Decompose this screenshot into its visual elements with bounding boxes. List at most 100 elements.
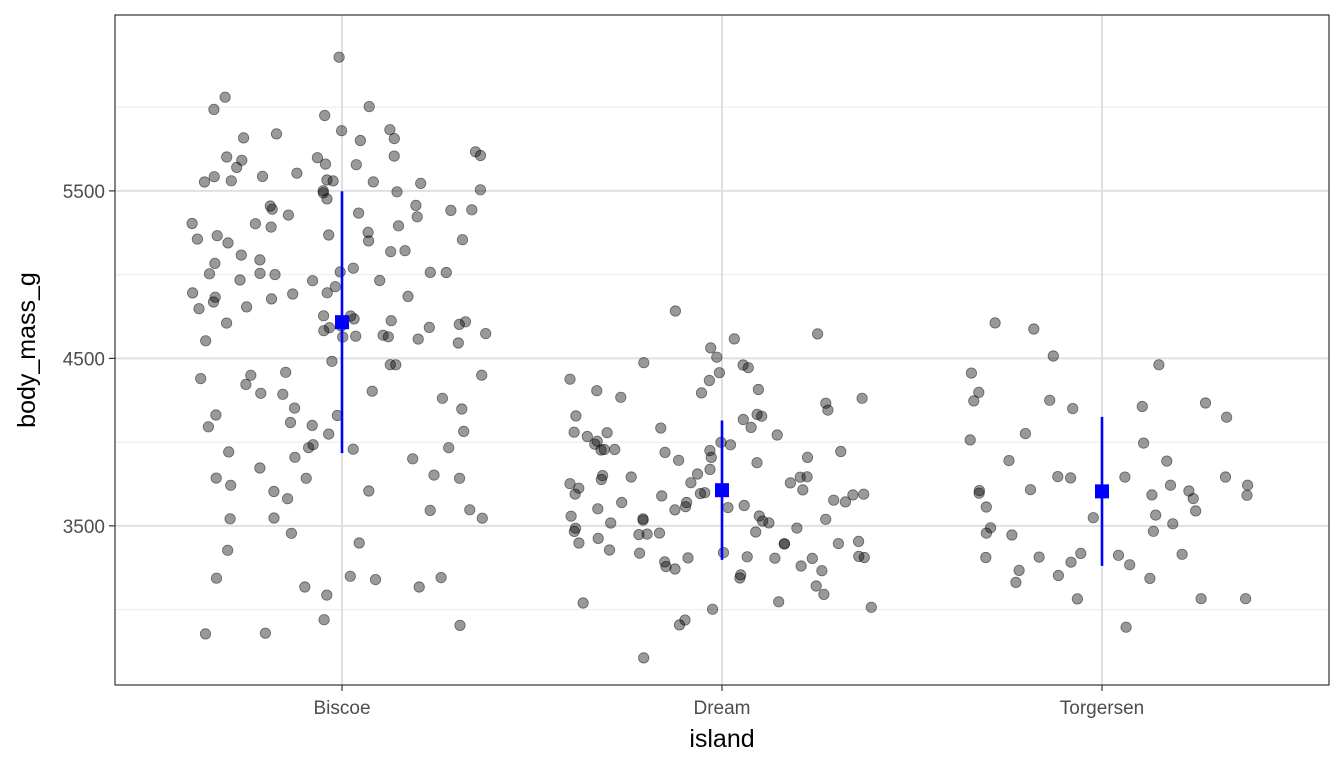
- data-point: [321, 193, 333, 205]
- data-point: [752, 383, 765, 396]
- data-point: [595, 473, 608, 486]
- data-point: [198, 176, 211, 188]
- data-point: [858, 488, 870, 500]
- data-point: [989, 317, 1001, 329]
- data-point: [751, 457, 763, 469]
- data-point: [391, 186, 403, 198]
- data-point: [410, 199, 422, 211]
- data-point: [1221, 411, 1233, 423]
- x-axis-title: island: [689, 725, 754, 753]
- data-point: [832, 537, 845, 550]
- data-point: [407, 453, 419, 465]
- data-point: [1047, 350, 1059, 362]
- data-point: [299, 581, 311, 593]
- data-point: [1028, 323, 1040, 335]
- data-point: [637, 513, 649, 525]
- y-tick-label: 5500: [63, 182, 105, 203]
- data-point: [1150, 509, 1162, 521]
- data-point: [255, 387, 267, 399]
- data-point: [568, 525, 580, 538]
- data-point: [363, 101, 375, 113]
- data-point: [1146, 489, 1158, 501]
- data-point: [771, 429, 783, 441]
- data-point: [797, 484, 809, 496]
- data-point: [474, 149, 487, 162]
- data-point: [245, 369, 257, 381]
- data-point: [735, 569, 747, 581]
- data-point: [711, 351, 723, 363]
- data-point: [254, 267, 266, 279]
- x-tick-label: Torgersen: [1060, 698, 1145, 719]
- data-point: [223, 446, 235, 458]
- data-point: [1136, 400, 1148, 413]
- data-point: [259, 627, 271, 639]
- data-point: [591, 385, 603, 397]
- data-point: [284, 416, 297, 429]
- data-point: [209, 291, 221, 303]
- jittered-points: [186, 51, 1254, 664]
- data-point: [241, 301, 253, 313]
- data-point: [806, 552, 818, 565]
- data-point: [350, 330, 362, 342]
- data-point: [660, 560, 672, 573]
- data-point: [1190, 505, 1202, 517]
- data-point: [1071, 593, 1084, 605]
- data-point: [609, 443, 621, 456]
- data-point: [564, 373, 576, 385]
- data-point: [605, 517, 617, 529]
- data-point: [306, 275, 319, 287]
- data-point: [480, 327, 492, 340]
- data-point: [385, 315, 397, 327]
- data-point: [565, 510, 577, 522]
- data-point: [300, 472, 312, 484]
- data-point: [323, 322, 335, 334]
- data-point: [577, 597, 589, 609]
- data-point: [847, 489, 859, 501]
- data-point: [756, 515, 769, 527]
- data-point: [722, 501, 734, 514]
- data-point: [221, 151, 233, 163]
- data-point: [200, 335, 212, 347]
- data-point: [453, 472, 466, 484]
- data-point: [728, 333, 740, 345]
- data-point: [334, 266, 346, 278]
- data-point: [1240, 593, 1252, 605]
- data-point: [1067, 402, 1079, 415]
- data-point: [1219, 471, 1232, 483]
- data-point: [415, 177, 427, 189]
- data-point: [321, 589, 333, 601]
- data-point: [249, 218, 261, 230]
- data-point: [440, 266, 452, 279]
- data-point: [363, 485, 375, 497]
- data-point: [302, 442, 315, 454]
- data-point: [773, 596, 785, 608]
- data-point: [306, 419, 318, 431]
- data-point: [321, 174, 333, 186]
- data-point: [238, 132, 250, 144]
- data-point: [828, 494, 840, 506]
- data-point: [199, 628, 212, 640]
- data-point: [476, 369, 488, 381]
- data-point: [706, 603, 719, 615]
- data-point: [456, 234, 469, 246]
- data-point: [573, 482, 585, 494]
- data-point: [820, 513, 832, 525]
- data-point: [791, 522, 803, 534]
- data-point: [399, 245, 411, 257]
- data-point: [1006, 529, 1018, 541]
- data-point: [367, 176, 379, 188]
- data-point: [319, 109, 331, 122]
- data-point: [853, 550, 865, 563]
- data-point: [454, 619, 466, 632]
- data-point: [265, 221, 277, 233]
- data-point: [598, 443, 610, 456]
- data-point: [822, 404, 834, 416]
- data-point: [581, 430, 593, 443]
- data-point: [669, 305, 682, 317]
- data-point: [680, 496, 693, 509]
- data-point: [280, 366, 292, 378]
- data-point: [1120, 621, 1132, 633]
- data-point: [222, 237, 234, 249]
- data-point: [1019, 427, 1032, 440]
- data-point: [224, 513, 236, 525]
